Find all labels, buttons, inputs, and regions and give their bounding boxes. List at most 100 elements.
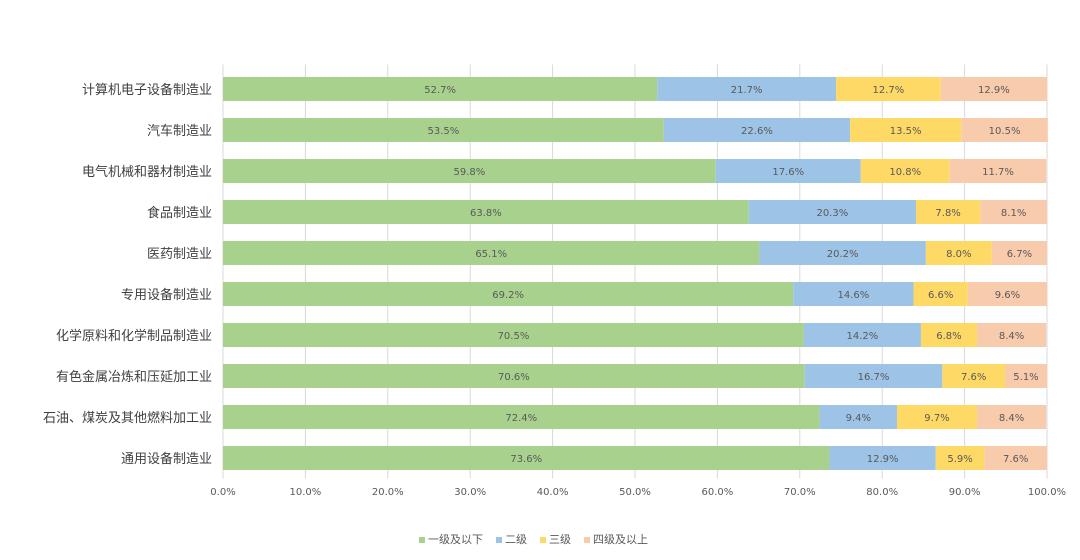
bar-value-label: 7.8% xyxy=(935,208,960,219)
bar-segment xyxy=(657,77,837,101)
x-tick-label: 70.0% xyxy=(784,487,816,498)
bar-segment xyxy=(961,118,1048,142)
bar-segment xyxy=(980,200,1047,224)
bar-segment xyxy=(915,200,981,224)
bar-value-label: 14.6% xyxy=(837,290,869,301)
category-labels: 计算机电子设备制造业汽车制造业电气机械和器材制造业食品制造业医药制造业专用设备制… xyxy=(43,82,212,467)
legend-swatch xyxy=(496,537,502,543)
bar-segment xyxy=(223,77,658,101)
bar-segment xyxy=(935,446,985,470)
bar-value-label: 70.5% xyxy=(498,331,530,342)
category-label: 电气机械和器材制造业 xyxy=(82,164,212,180)
bar-value-label: 5.1% xyxy=(1013,372,1038,383)
bar-segment xyxy=(1004,364,1047,388)
x-tick-label: 50.0% xyxy=(619,487,651,498)
bar-value-label: 69.2% xyxy=(492,290,524,301)
bar-value-label: 73.6% xyxy=(510,454,542,465)
bar-value-label: 17.6% xyxy=(772,167,804,178)
category-label: 化学原料和化学制品制造业 xyxy=(56,328,212,344)
legend-swatch xyxy=(584,537,590,543)
category-label: 医药制造业 xyxy=(147,247,212,262)
bar-segment xyxy=(819,405,898,429)
bar-segment xyxy=(925,241,992,265)
bar-value-label: 12.7% xyxy=(872,85,904,96)
bar-segment xyxy=(967,282,1047,306)
bar-value-label: 12.9% xyxy=(867,454,899,465)
category-label: 石油、煤炭及其他燃料加工业 xyxy=(43,410,212,426)
bar-segment xyxy=(984,446,1047,470)
category-label: 专用设备制造业 xyxy=(121,287,212,303)
bar-value-label: 7.6% xyxy=(1003,454,1028,465)
bar-value-label: 8.0% xyxy=(946,249,971,260)
bar-segment xyxy=(920,323,977,347)
bar-segment xyxy=(223,241,760,265)
bar-segment xyxy=(223,405,820,429)
legend-label: 一级及以下 xyxy=(428,533,483,546)
bar-value-label: 13.5% xyxy=(890,126,922,137)
bar-value-label: 9.6% xyxy=(995,290,1020,301)
bar-segment xyxy=(223,323,804,347)
category-label: 有色金属冶炼和压延加工业 xyxy=(56,369,212,385)
bar-segment xyxy=(223,159,716,183)
bar-value-label: 63.8% xyxy=(470,208,502,219)
legend-label: 二级 xyxy=(505,533,527,546)
bar-value-label: 21.7% xyxy=(731,85,763,96)
bar-segment xyxy=(223,446,830,470)
bar-value-label: 72.4% xyxy=(505,413,537,424)
x-tick-label: 10.0% xyxy=(290,487,322,498)
bar-value-label: 10.8% xyxy=(889,167,921,178)
legend-swatch xyxy=(540,537,546,543)
bar-value-label: 12.9% xyxy=(978,85,1010,96)
x-tick-label: 30.0% xyxy=(454,487,486,498)
bar-value-label: 52.7% xyxy=(424,85,456,96)
bar-segment xyxy=(793,282,914,306)
bar-value-label: 8.1% xyxy=(1001,208,1026,219)
bar-segment xyxy=(223,200,749,224)
bar-segment xyxy=(759,241,926,265)
bar-segment xyxy=(991,241,1047,265)
bar-labels: 52.7% 21.7% 12.7% 12.9% 53.5% 22.6% 13.5% 10.5%… xyxy=(424,85,1038,465)
category-label: 食品制造业 xyxy=(147,205,212,221)
x-axis-ticks: 0.0% 10.0% 20.0% 30.0% 40.0% 50.0% 60.0% 70.0% 8… xyxy=(210,487,1066,498)
category-label: 通用设备制造业 xyxy=(121,451,212,467)
x-tick-label: 100.0% xyxy=(1028,487,1066,498)
bar-value-label: 16.7% xyxy=(858,372,890,383)
x-tick-label: 60.0% xyxy=(702,487,734,498)
bar-segment xyxy=(913,282,968,306)
bar-segment xyxy=(942,364,1005,388)
category-label: 计算机电子设备制造业 xyxy=(82,82,212,98)
legend-label: 四级及以上 xyxy=(593,533,648,546)
x-tick-label: 40.0% xyxy=(537,487,569,498)
bar-segment xyxy=(850,118,962,142)
bar-value-label: 5.9% xyxy=(947,454,972,465)
bar-value-label: 65.1% xyxy=(475,249,507,260)
bar-segment xyxy=(940,77,1047,101)
bar-segment xyxy=(976,405,1047,429)
category-label: 汽车制造业 xyxy=(147,123,212,139)
bar-segment xyxy=(829,446,936,470)
bar-value-label: 6.8% xyxy=(936,331,961,342)
bar-value-label: 59.8% xyxy=(453,167,485,178)
bars xyxy=(223,77,1048,470)
bar-segment xyxy=(949,159,1047,183)
x-tick-label: 80.0% xyxy=(866,487,898,498)
bar-segment xyxy=(804,364,943,388)
bar-value-label: 7.6% xyxy=(961,372,986,383)
bar-segment xyxy=(860,159,950,183)
legend-label: 三级 xyxy=(549,533,571,546)
bar-value-label: 20.3% xyxy=(816,208,848,219)
bar-segment xyxy=(223,282,794,306)
bar-value-label: 20.2% xyxy=(827,249,859,260)
bar-segment xyxy=(663,118,851,142)
legend-swatch xyxy=(419,537,425,543)
bar-segment xyxy=(748,200,916,224)
bar-segment xyxy=(976,323,1047,347)
bar-segment xyxy=(897,405,977,429)
bar-segment xyxy=(223,118,664,142)
bar-value-label: 10.5% xyxy=(989,126,1021,137)
bar-value-label: 9.4% xyxy=(846,413,871,424)
bar-value-label: 6.7% xyxy=(1007,249,1032,260)
bar-value-label: 14.2% xyxy=(847,331,879,342)
bar-value-label: 8.4% xyxy=(999,331,1024,342)
